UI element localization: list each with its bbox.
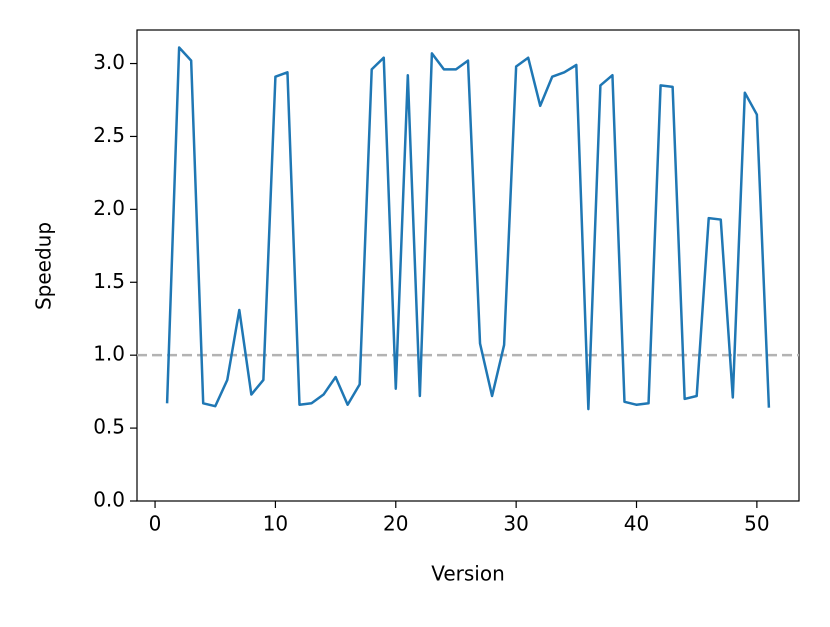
x-tick-label: 50 <box>744 512 769 536</box>
y-tick-label: 3.0 <box>93 50 125 74</box>
y-axis-label: Speedup <box>32 222 56 310</box>
y-tick-label: 0.5 <box>93 415 125 439</box>
x-tick-label: 10 <box>263 512 288 536</box>
y-tick-label: 0.0 <box>93 488 125 512</box>
x-axis-label: Version <box>431 562 505 586</box>
series-line <box>165 46 771 411</box>
y-tick-label: 1.0 <box>93 342 125 366</box>
plot-frame <box>136 29 800 502</box>
y-tick-label: 2.5 <box>93 123 125 147</box>
x-tick-label: 30 <box>503 512 528 536</box>
y-tick-label: 2.0 <box>93 196 125 220</box>
x-tick-label: 0 <box>149 512 162 536</box>
y-tick-label: 1.5 <box>93 269 125 293</box>
x-tick-label: 20 <box>383 512 408 536</box>
x-tick-label: 40 <box>624 512 649 536</box>
